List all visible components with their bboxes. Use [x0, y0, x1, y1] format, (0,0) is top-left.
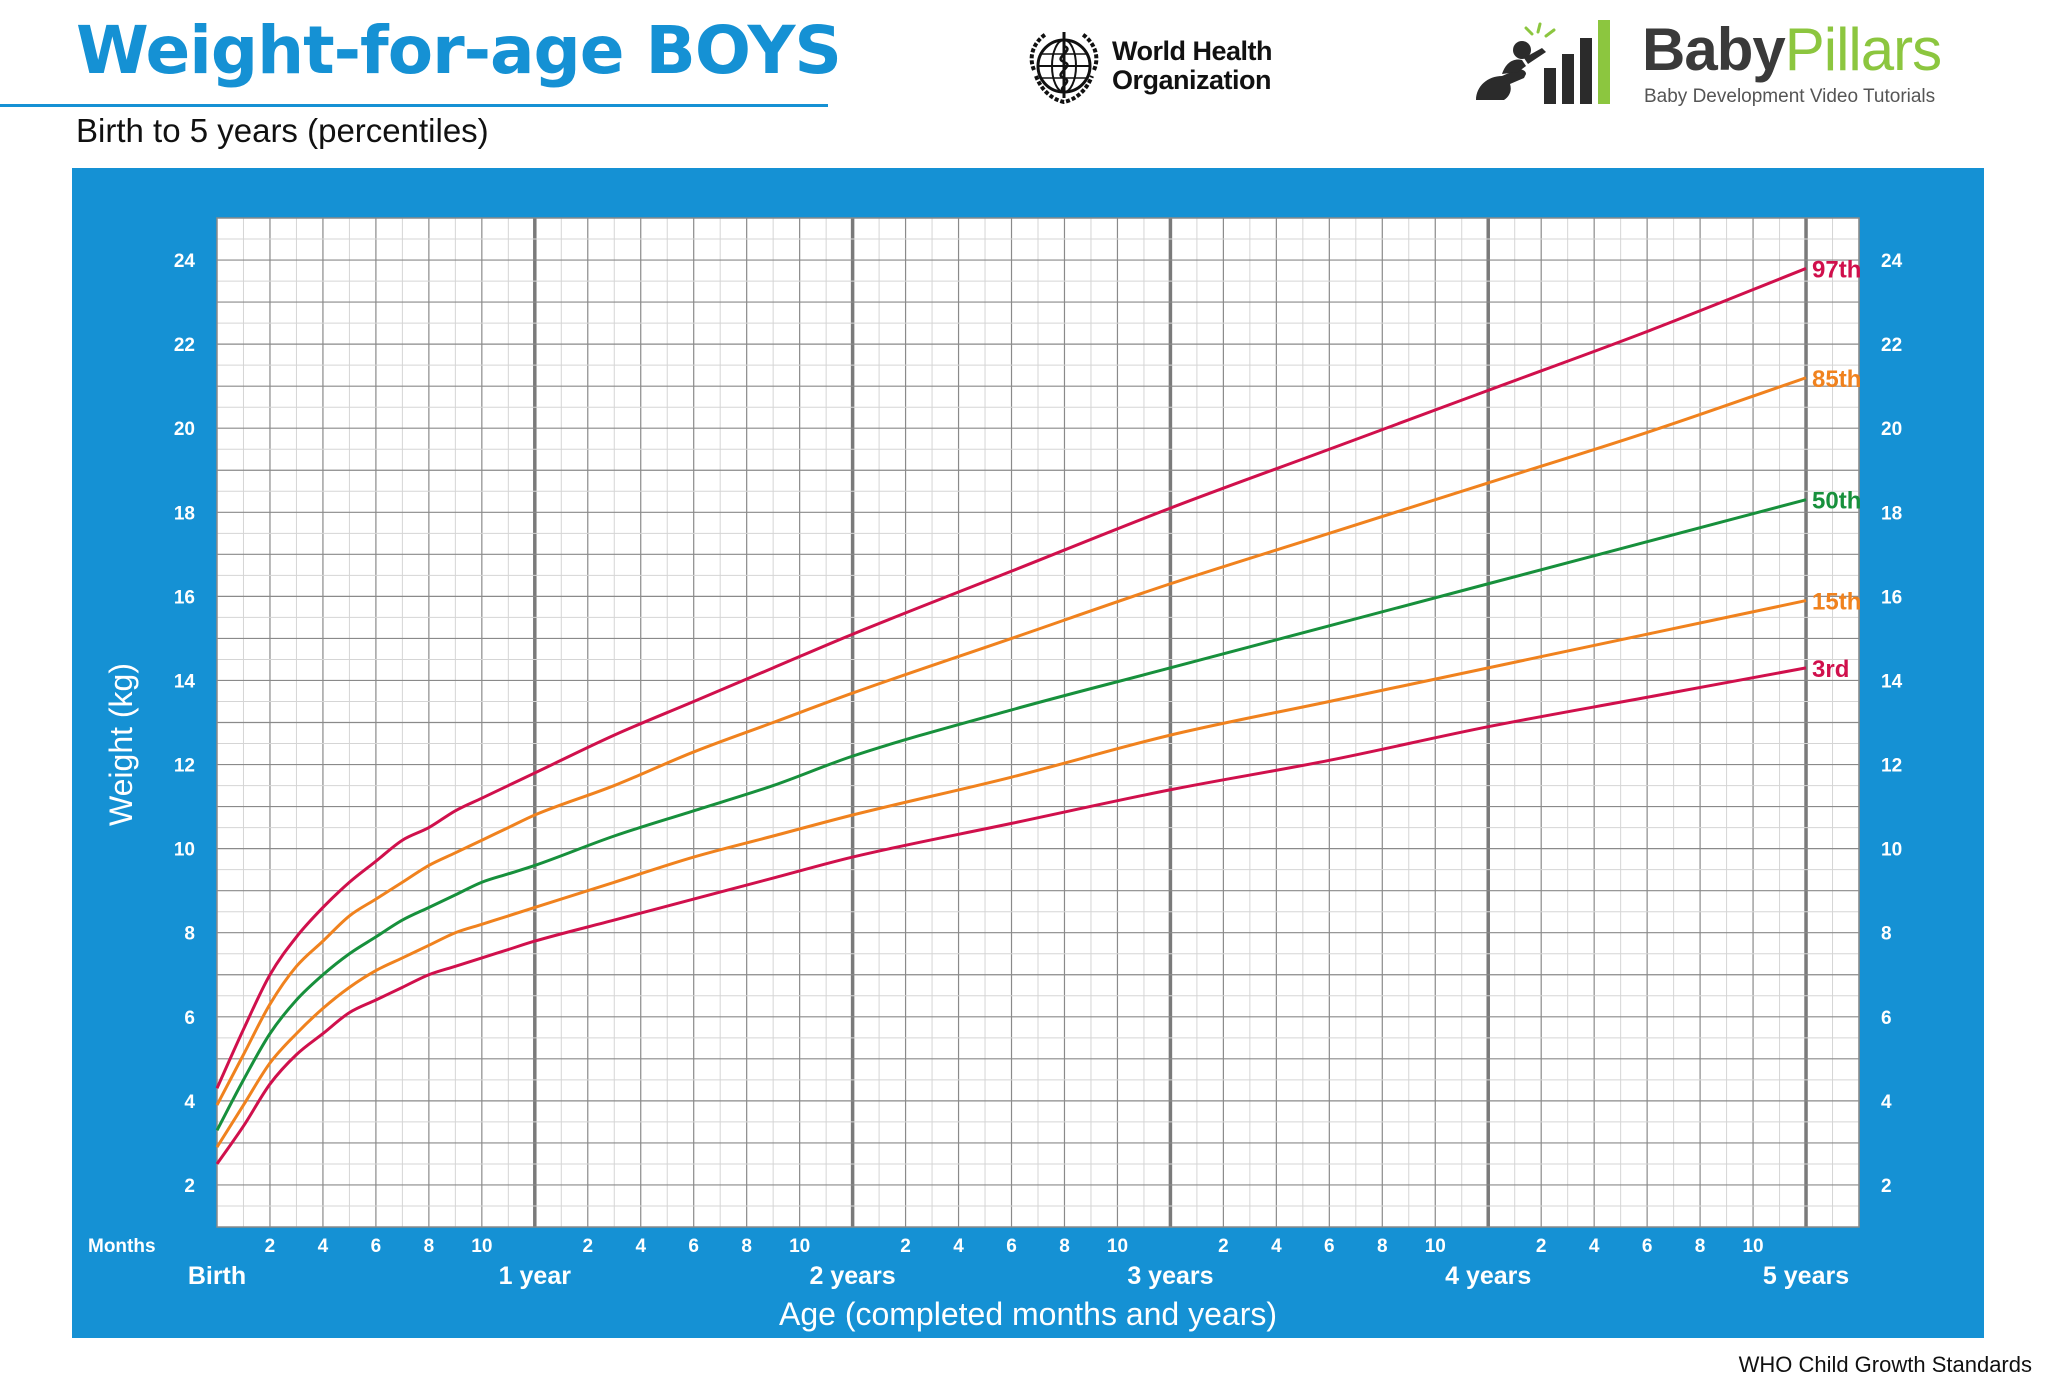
month-tick-label: 8	[741, 1236, 752, 1257]
chart-panel: 2 2 4 4 6 6 8 8 10 10 12 12 14 14 16 16 18 18 20 20 22 22 24 24…	[72, 168, 1984, 1338]
month-tick-label: 6	[371, 1236, 382, 1257]
percentile-curve-15th	[215, 599, 1807, 1148]
month-tick-label: 10	[1107, 1236, 1128, 1257]
percentile-label-97th: 97th	[1812, 256, 1861, 283]
chart-title: Weight-for-age BOYS	[76, 12, 842, 89]
crawling-baby-with-pillars-icon	[1476, 20, 1610, 104]
y-tick-label-right: 10	[1881, 840, 1902, 861]
month-tick-label: 2	[265, 1236, 276, 1257]
y-tick-label-left: 18	[174, 503, 195, 524]
y-tick-label-left: 10	[174, 840, 195, 861]
year-label: 4 years	[1445, 1262, 1531, 1290]
y-tick-label-left: 14	[174, 671, 196, 692]
month-tick-label: 2	[1218, 1236, 1229, 1257]
month-tick-label: 4	[635, 1236, 646, 1257]
percentile-curves	[215, 267, 1807, 1165]
y-tick-label-right: 18	[1881, 503, 1902, 524]
plot-border	[216, 217, 1860, 1228]
who-line-2: Organization	[1112, 65, 1272, 95]
month-tick-label: 6	[1006, 1236, 1017, 1257]
month-tick-label: 10	[471, 1236, 492, 1257]
y-axis-title: Weight (kg)	[103, 663, 139, 826]
month-tick-label: 6	[1642, 1236, 1653, 1257]
month-tick-label: 4	[1589, 1236, 1600, 1257]
y-tick-label-right: 2	[1881, 1176, 1892, 1197]
babypillars-wordmark-pillars: Pillars	[1784, 16, 1942, 83]
chart-subtitle: Birth to 5 years (percentiles)	[76, 112, 489, 149]
month-tick-label: 8	[424, 1236, 435, 1257]
y-tick-label-left: 20	[174, 419, 195, 440]
month-tick-label: 2	[1536, 1236, 1547, 1257]
year-label: Birth	[188, 1262, 246, 1290]
y-tick-label-left: 24	[174, 251, 196, 272]
month-tick-label: 2	[582, 1236, 593, 1257]
percentile-label-85th: 85th	[1812, 366, 1861, 393]
month-tick-label: 4	[953, 1236, 964, 1257]
y-tick-label-left: 16	[174, 587, 195, 608]
year-label: 2 years	[810, 1262, 896, 1290]
percentile-label-15th: 15th	[1812, 589, 1861, 616]
year-label: 5 years	[1763, 1262, 1849, 1290]
who-wordmark: World Health Organization	[1112, 36, 1273, 95]
y-tick-label-left: 8	[184, 924, 195, 945]
babypillars-logo: BabyPillars Baby Development Video Tutor…	[1462, 14, 1982, 107]
y-tick-label-left: 4	[184, 1092, 195, 1113]
grid	[217, 218, 1860, 1227]
months-unit-label: Months	[88, 1236, 156, 1257]
y-tick-label-right: 24	[1881, 251, 1903, 272]
month-tick-label: 8	[1059, 1236, 1070, 1257]
percentile-curve-97th	[215, 267, 1807, 1089]
month-tick-label: 4	[318, 1236, 329, 1257]
month-tick-label: 10	[789, 1236, 810, 1257]
year-label: 3 years	[1127, 1262, 1213, 1290]
month-tick-label: 6	[1324, 1236, 1335, 1257]
y-tick-label-right: 16	[1881, 587, 1902, 608]
title-underline	[0, 104, 828, 107]
month-tick-label: 4	[1271, 1236, 1282, 1257]
month-tick-label: 10	[1425, 1236, 1446, 1257]
y-tick-label-right: 20	[1881, 419, 1902, 440]
y-tick-label-right: 12	[1881, 756, 1902, 777]
month-tick-label: 10	[1742, 1236, 1763, 1257]
babypillars-tagline: Baby Development Video Tutorials	[1644, 86, 1936, 107]
percentile-curve-3rd	[215, 666, 1807, 1165]
y-tick-label-right: 8	[1881, 924, 1892, 945]
month-tick-label: 2	[900, 1236, 911, 1257]
y-tick-label-left: 2	[184, 1176, 195, 1197]
month-tick-label: 8	[1377, 1236, 1388, 1257]
y-tick-label-right: 22	[1881, 335, 1902, 356]
who-emblem-icon	[1029, 32, 1099, 105]
percentile-label-3rd: 3rd	[1812, 656, 1849, 683]
y-tick-label-left: 12	[174, 756, 195, 777]
who-line-1: World Health	[1112, 36, 1273, 66]
percentile-label-50th: 50th	[1812, 488, 1861, 515]
y-tick-label-right: 6	[1881, 1008, 1892, 1029]
babypillars-wordmark: BabyPillars	[1642, 16, 1942, 83]
y-tick-label-right: 14	[1881, 671, 1903, 692]
y-tick-label-left: 22	[174, 335, 195, 356]
year-label: 1 year	[499, 1262, 572, 1290]
who-logo: World Health Organization	[1024, 24, 1294, 108]
month-tick-label: 6	[688, 1236, 699, 1257]
month-tick-label: 8	[1695, 1236, 1706, 1257]
x-axis-title: Age (completed months and years)	[779, 1296, 1277, 1332]
y-tick-label-right: 4	[1881, 1092, 1892, 1113]
source-note: WHO Child Growth Standards	[1738, 1352, 2032, 1377]
percentile-curve-85th	[215, 376, 1807, 1106]
percentile-curve-50th	[215, 498, 1807, 1131]
babypillars-wordmark-baby: Baby	[1642, 16, 1786, 83]
y-tick-label-left: 6	[184, 1008, 195, 1029]
